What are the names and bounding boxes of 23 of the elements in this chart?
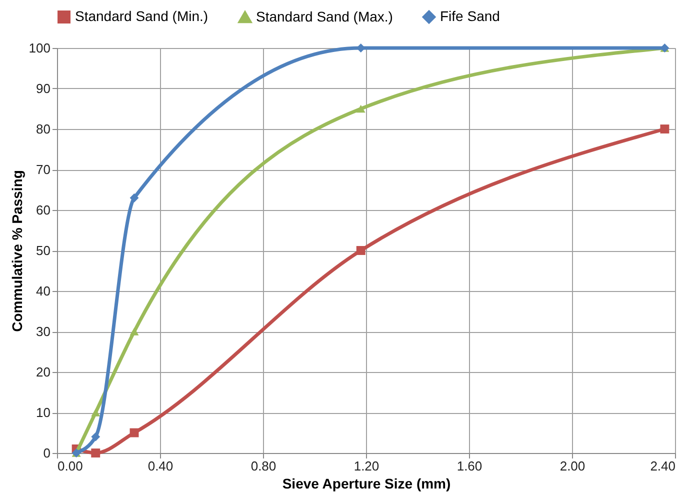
y-tick-label: 60 — [36, 202, 50, 218]
x-tick-label: 0.80 — [250, 458, 276, 474]
legend-label: Fife Sand — [440, 8, 500, 24]
x-tick-label: 2.00 — [560, 458, 586, 474]
x-tick-label: 0.00 — [58, 458, 83, 474]
y-tick-label: 70 — [36, 162, 50, 177]
x-tick-label: 0.40 — [148, 458, 174, 474]
y-tick-label: 100 — [28, 40, 50, 56]
y-tick-label: 20 — [36, 364, 50, 380]
x-tick-label: 1.20 — [354, 458, 380, 474]
y-tick-label: 30 — [36, 324, 50, 339]
y-axis-title: Commulative % Passing — [8, 170, 25, 332]
y-tick-label: 50 — [36, 243, 50, 258]
y-tick-label: 40 — [36, 284, 50, 298]
x-axis-title: Sieve Aperture Size (mm) — [282, 476, 451, 492]
x-tick-label: 2.40 — [650, 458, 676, 474]
y-tick-label: 10 — [36, 405, 50, 420]
y-tick-label: 80 — [36, 122, 50, 136]
x-tick-label: 1.60 — [456, 458, 482, 474]
legend-label: Standard Sand (Min.) — [75, 8, 208, 24]
y-tick-label: 90 — [36, 81, 50, 96]
legend-label: Standard Sand (Max.) — [256, 8, 393, 24]
y-tick-label: 0 — [43, 446, 50, 460]
